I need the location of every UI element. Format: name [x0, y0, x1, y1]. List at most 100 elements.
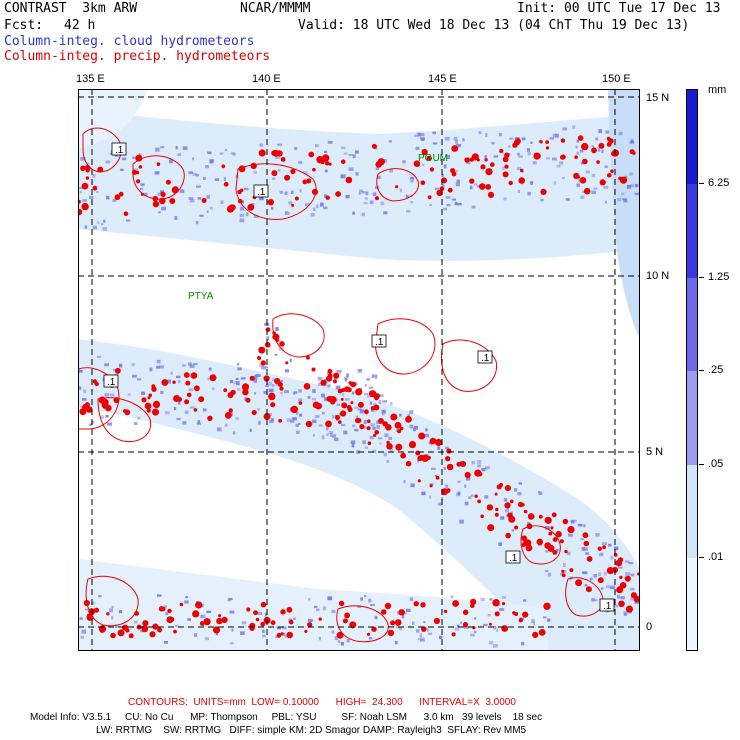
precip-dot	[288, 619, 294, 625]
lat-label-15n: 15 N	[646, 92, 670, 104]
contour-north-1	[235, 163, 317, 220]
contour-label: .1	[115, 145, 124, 156]
cloud-dot	[484, 495, 489, 499]
cloud-dot	[336, 403, 341, 406]
cloud-dot	[613, 604, 619, 608]
cloud-dot	[335, 385, 341, 390]
precip-dot	[271, 170, 278, 177]
cloud-dot	[243, 187, 249, 191]
precip-dot	[279, 341, 285, 347]
precip-dot	[452, 600, 459, 607]
cloud-dot	[204, 637, 210, 641]
cloud-dot	[283, 390, 289, 394]
precip-dot	[306, 355, 310, 360]
cloud-dot	[262, 634, 266, 638]
precip-dot	[223, 388, 228, 393]
cloud-dot	[363, 426, 367, 429]
precip-dot	[230, 389, 236, 396]
precip-dot	[551, 512, 557, 518]
precip-dot	[477, 471, 483, 477]
cloud-dot	[206, 210, 209, 213]
cloud-dot	[545, 550, 549, 553]
cloud-dot	[275, 383, 279, 386]
cloud-dot	[383, 452, 387, 457]
contour-mid-1	[272, 313, 325, 358]
precip-dot	[552, 537, 558, 542]
precip-dot	[538, 514, 543, 519]
cloud-dot	[565, 198, 570, 201]
cloud-dot	[453, 169, 458, 173]
cloud-dot	[358, 192, 361, 195]
precip-dot	[443, 609, 448, 614]
cloud-dot	[284, 634, 287, 638]
precip-dot	[548, 531, 553, 536]
cloud-dot	[464, 484, 467, 488]
cloud-dot	[474, 630, 477, 634]
precip-dot	[447, 187, 453, 193]
precip-dot	[270, 402, 276, 408]
cloud-dot	[92, 173, 96, 178]
cloud-dot	[445, 196, 451, 199]
precip-dot	[185, 380, 191, 386]
precip-dot	[135, 154, 143, 162]
cloud-dot	[229, 642, 234, 645]
precip-dot	[322, 154, 330, 162]
precip-dot	[161, 379, 169, 386]
cloud-dot	[417, 459, 419, 463]
cloud-dot	[557, 548, 560, 552]
precip-dot	[340, 410, 347, 417]
cloud-dot	[233, 381, 237, 385]
precip-dot	[591, 147, 597, 154]
precip-dot	[277, 381, 283, 387]
cloud-dot	[437, 502, 443, 506]
cloud-dot	[629, 587, 635, 591]
cloud-dot	[355, 172, 359, 176]
cloud-dot	[182, 146, 188, 150]
contour-north-2	[376, 168, 419, 202]
cloud-dot	[388, 436, 393, 440]
cloud-dot	[409, 177, 414, 181]
precip-dot	[173, 395, 181, 402]
cloud-dot	[270, 418, 274, 422]
cloud-dot	[625, 572, 630, 576]
precip-dot	[607, 173, 612, 178]
precip-dot	[333, 372, 340, 379]
precip-dot	[545, 146, 550, 150]
precip-dot	[527, 513, 535, 520]
cloud-dot	[363, 393, 369, 396]
precip-dot	[149, 631, 156, 638]
cloud-dot	[85, 608, 89, 611]
cloud-dot	[241, 621, 247, 625]
cloud-dot	[339, 412, 342, 417]
contour-label-box: .1	[253, 184, 269, 198]
precip-dot	[167, 608, 172, 614]
cloud-dot	[271, 384, 275, 387]
cloud-dot	[132, 156, 135, 159]
cloud-dot	[357, 369, 362, 373]
cloud-dot	[261, 366, 267, 370]
cloud-dot	[363, 202, 368, 205]
cloud-dot	[196, 422, 201, 425]
precip-dot	[378, 418, 384, 424]
precip-dot	[173, 629, 177, 634]
cloud-dot	[610, 585, 616, 589]
cloud-dot	[470, 494, 474, 497]
cloud-dot	[549, 137, 554, 140]
cloud-dot	[354, 428, 359, 432]
precip-dot	[487, 191, 495, 198]
cloud-dot	[277, 338, 281, 343]
contour-nw-1	[82, 127, 122, 173]
precip-dot	[625, 605, 634, 613]
precip-dot	[514, 525, 519, 530]
cloud-dot	[90, 421, 95, 424]
precip-contours	[78, 127, 604, 643]
cloud-dot	[331, 609, 336, 614]
cloud-dot	[469, 185, 473, 190]
precip-dot	[408, 441, 417, 449]
cloud-dot	[373, 403, 377, 406]
cloud-dot	[206, 610, 212, 614]
cloud-dot	[229, 380, 234, 384]
precip-dot	[573, 172, 580, 179]
cloud-dot	[402, 160, 406, 164]
colorbar-label-.01: .01	[708, 551, 724, 563]
